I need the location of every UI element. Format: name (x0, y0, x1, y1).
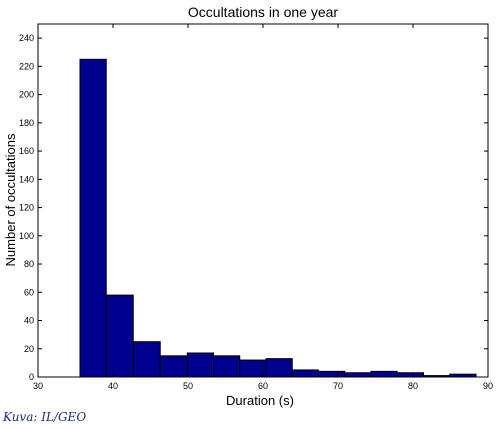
histogram-bar (132, 341, 161, 378)
histogram-bar (239, 359, 267, 378)
histogram-bar (318, 370, 346, 378)
y-tick-label: 100 (19, 231, 34, 241)
x-tick-label: 70 (333, 381, 343, 391)
chart-title: Occultations in one year (188, 4, 339, 20)
y-tick-label: 200 (19, 90, 34, 100)
histogram-bar (105, 294, 134, 378)
histogram-chart: Occultations in one year 30 40 50 60 70 80 90 0… (3, 4, 493, 408)
histogram-bar (159, 355, 188, 378)
histogram-bar (79, 58, 107, 378)
y-tick-label: 40 (24, 316, 34, 326)
histogram-bar (396, 372, 424, 378)
y-tick-label: 140 (19, 174, 34, 184)
axis-ticks: 30 40 50 60 70 80 90 0 20 40 60 80 100 120 140 160 180 20… (19, 24, 493, 391)
y-tick-label: 220 (19, 61, 34, 71)
histogram-bar (291, 369, 319, 378)
histogram-bar (265, 358, 293, 378)
y-tick-label: 160 (19, 146, 34, 156)
x-tick-label: 90 (483, 381, 493, 391)
y-tick-label: 80 (24, 259, 34, 269)
y-tick-label: 180 (19, 118, 34, 128)
image-credit: Kuva: IL/GEO (3, 410, 87, 424)
y-tick-label: 120 (19, 203, 34, 213)
histogram-bar (186, 352, 214, 378)
x-tick-label: 40 (108, 381, 118, 391)
x-axis-label: Duration (s) (226, 393, 294, 408)
histogram-bar (370, 370, 398, 378)
histogram-bar (344, 372, 372, 378)
x-tick-label: 60 (258, 381, 268, 391)
y-tick-label: 60 (24, 287, 34, 297)
y-tick-label: 240 (19, 33, 34, 43)
histogram-bar (213, 355, 241, 378)
x-tick-label: 80 (408, 381, 418, 391)
y-tick-label: 0 (29, 372, 34, 382)
y-tick-label: 20 (24, 344, 34, 354)
x-tick-label: 50 (183, 381, 193, 391)
y-axis-label: Number of occultations (3, 133, 18, 266)
bars-group (79, 58, 477, 378)
x-tick-label: 30 (33, 381, 43, 391)
